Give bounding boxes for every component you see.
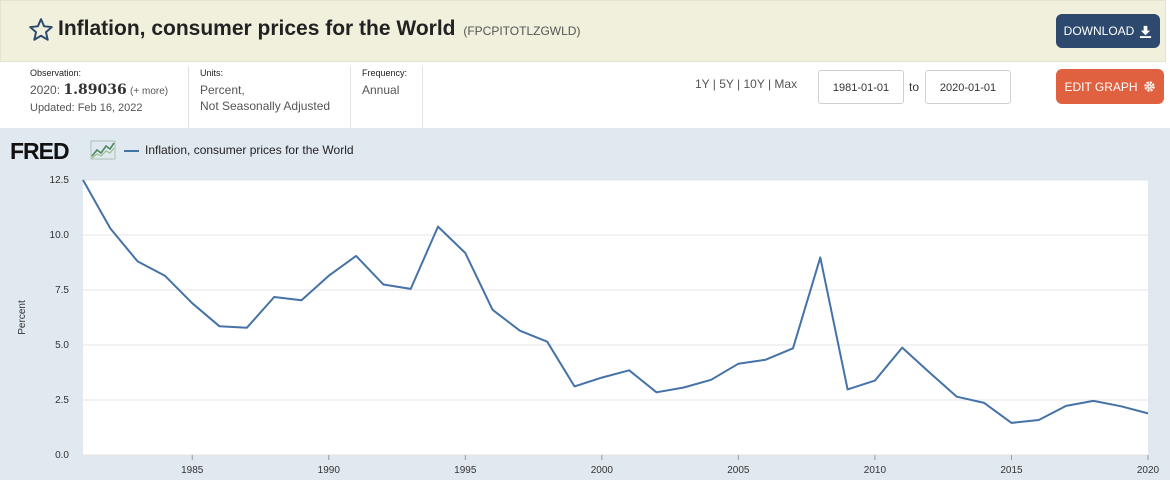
frequency-label: Frequency: [362, 68, 408, 78]
edit-graph-label: EDIT GRAPH [1064, 79, 1138, 94]
range-buttons[interactable]: 1Y | 5Y | 10Y | Max [695, 77, 798, 91]
legend-label: Inflation, consumer prices for the World [145, 143, 354, 157]
legend-swatch [124, 150, 139, 152]
edit-graph-button[interactable]: EDIT GRAPH [1056, 69, 1164, 104]
x-tick-label: 1985 [181, 465, 204, 476]
x-tick-label: 2010 [864, 465, 887, 476]
download-button[interactable]: DOWNLOAD [1056, 14, 1160, 48]
observation-label: Observation: [30, 68, 82, 78]
divider [188, 66, 189, 128]
units-block: Units: Percent, Not Seasonally Adjusted [200, 68, 330, 114]
series-title: Inflation, consumer prices for the World [58, 17, 456, 40]
y-tick-label: 0.0 [55, 450, 69, 461]
start-date-input[interactable]: 1981-01-01 [818, 70, 904, 104]
observation-year: 2020: [30, 83, 61, 97]
units-line1: Percent, [200, 83, 245, 97]
download-label: DOWNLOAD [1063, 24, 1135, 38]
observation-more-link[interactable]: (+ more) [130, 86, 169, 97]
to-label: to [909, 80, 920, 94]
fred-chart-icon [90, 140, 116, 160]
y-tick-label: 12.5 [50, 175, 70, 186]
x-tick-label: 2000 [591, 465, 614, 476]
y-axis-label: Percent [17, 300, 28, 335]
title-bar [0, 0, 1166, 62]
y-tick-label: 7.5 [55, 285, 69, 296]
x-tick-label: 1990 [318, 465, 341, 476]
y-tick-label: 2.5 [55, 395, 69, 406]
fred-logo: FRED [10, 138, 70, 164]
y-tick-label: 5.0 [55, 340, 69, 351]
updated-date: Updated: Feb 16, 2022 [30, 102, 143, 114]
x-tick-label: 2015 [1000, 465, 1023, 476]
frequency-block: Frequency: Annual [362, 68, 407, 98]
frequency-value: Annual [362, 83, 400, 97]
divider [350, 66, 351, 128]
observation-block: Observation: 2020: 1.89036 (+ more) Upda… [30, 68, 168, 116]
units-label: Units: [200, 68, 224, 78]
series-line [82, 179, 1149, 424]
x-tick-label: 2005 [727, 465, 750, 476]
star-icon[interactable] [28, 17, 54, 43]
y-tick-label: 10.0 [50, 230, 70, 241]
download-icon [1140, 25, 1152, 38]
divider [422, 66, 423, 128]
observation-value: 1.89036 [63, 82, 127, 98]
x-tick-label: 1995 [454, 465, 477, 476]
units-line2: Not Seasonally Adjusted [200, 99, 331, 113]
x-tick-label: 2020 [1137, 465, 1160, 476]
series-id: (FPCPITOTLZGWLD) [463, 24, 581, 38]
end-date-input[interactable]: 2020-01-01 [925, 70, 1011, 104]
plot-background [83, 180, 1148, 455]
gear-icon [1143, 81, 1155, 92]
page-title: Inflation, consumer prices for the World… [58, 17, 580, 41]
